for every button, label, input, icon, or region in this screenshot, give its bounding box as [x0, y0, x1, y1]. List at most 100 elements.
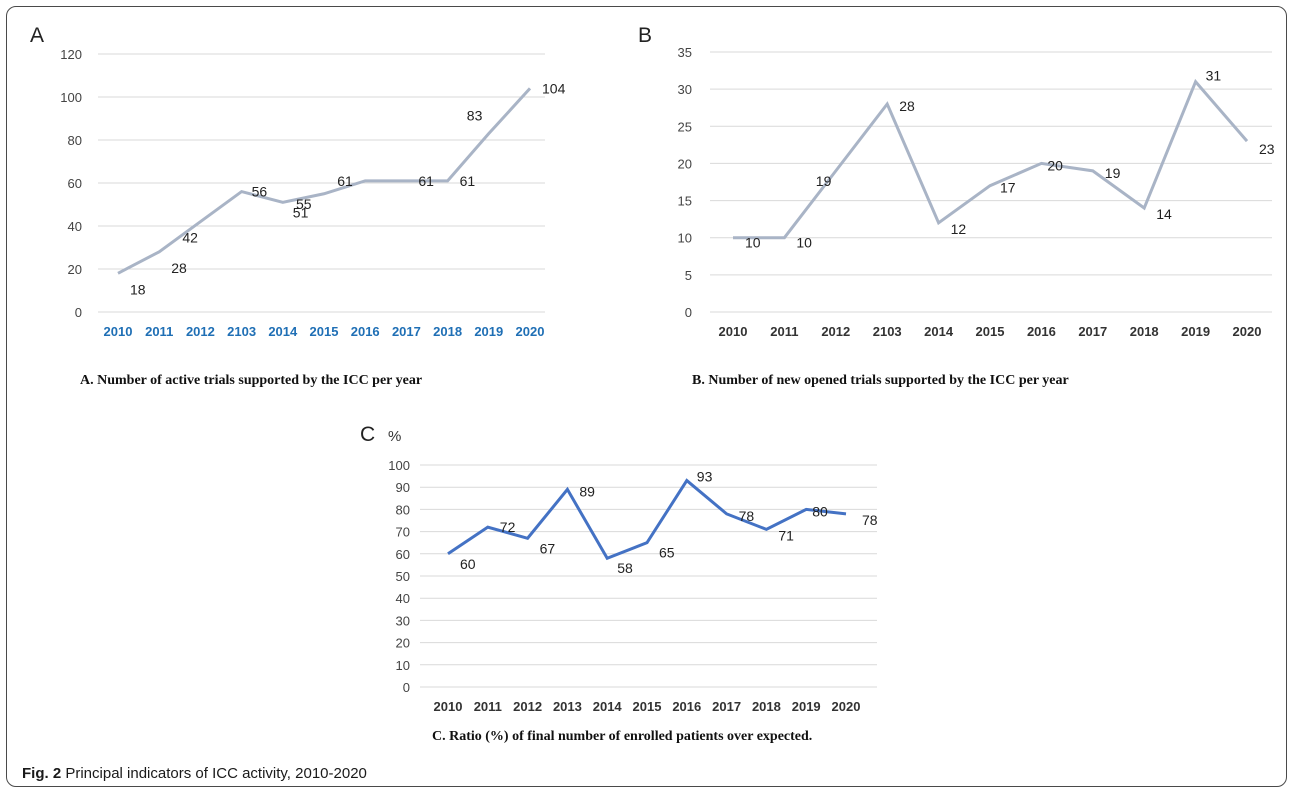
y-tick-label: 5: [685, 268, 692, 283]
y-tick-label: 60: [396, 547, 410, 562]
y-tick-label: 20: [678, 156, 692, 171]
data-label: 28: [171, 260, 187, 276]
data-label: 58: [617, 560, 633, 576]
x-tick-label: 2010: [434, 699, 463, 714]
data-label: 61: [460, 173, 476, 189]
data-label: 12: [951, 221, 967, 237]
data-label: 72: [500, 519, 516, 535]
panel-a-letter: A: [30, 24, 44, 47]
x-tick-label: 2010: [719, 324, 748, 339]
x-tick-label: 2014: [268, 324, 298, 339]
x-tick-label: 2020: [516, 324, 545, 339]
y-tick-label: 40: [68, 219, 82, 234]
y-tick-label: 10: [678, 231, 692, 246]
data-label: 18: [130, 281, 146, 297]
series-line: [733, 78, 1249, 240]
panel-a: A 0 20 40 60 80 100 120 2010 2011 2012 2103 2014 201…: [30, 24, 566, 388]
data-label: 51: [293, 204, 309, 220]
y-tick-label: 0: [403, 680, 410, 695]
y-tick-label: 40: [396, 591, 410, 606]
x-tick-label: 2014: [593, 699, 623, 714]
panel-a-plot: 0 20 40 60 80 100 120 2010 2011 2012 2103 2014 2015 2…: [60, 47, 565, 339]
data-label: 93: [697, 469, 713, 485]
x-tick-label: 2015: [633, 699, 662, 714]
data-label: 20: [1047, 157, 1063, 173]
data-label: 28: [899, 98, 915, 114]
data-label: 83: [467, 108, 483, 124]
data-label: 10: [796, 235, 812, 251]
x-tick-label: 2016: [1027, 324, 1056, 339]
data-label: 61: [337, 173, 353, 189]
data-label: 19: [1105, 165, 1121, 181]
data-label: 55: [296, 196, 312, 212]
data-label: 19: [816, 173, 832, 189]
y-tick-label: 20: [68, 262, 82, 277]
x-tick-label: 2016: [672, 699, 701, 714]
x-tick-label: 2016: [351, 324, 380, 339]
series-line: [447, 478, 847, 561]
x-tick-label: 2018: [1130, 324, 1159, 339]
y-tick-label: 30: [678, 82, 692, 97]
y-tick-label: 30: [396, 613, 410, 628]
x-tick-label: 2012: [821, 324, 850, 339]
data-label: 80: [812, 503, 828, 519]
panel-c-title: C. Ratio (%) of final number of enrolled…: [432, 729, 812, 744]
y-tick-label: 10: [396, 658, 410, 673]
panel-b-letter: B: [638, 24, 652, 47]
x-tick-label: 2103: [227, 324, 256, 339]
x-tick-label: 2015: [310, 324, 339, 339]
y-tick-label: 20: [396, 636, 410, 651]
x-tick-label: 2014: [924, 324, 954, 339]
y-tick-label: 35: [678, 45, 692, 60]
data-label: 42: [182, 230, 198, 246]
data-label: 10: [745, 235, 761, 251]
data-label: 89: [579, 483, 595, 499]
panel-c-letter: C: [360, 423, 375, 446]
series-line: [117, 87, 532, 275]
y-tick-label: 80: [68, 133, 82, 148]
panel-c: C % 0 10 20 30 40 50 60 70 80 90 100 2010 2011 2012 20…: [360, 423, 878, 744]
data-label: 14: [1156, 206, 1172, 222]
x-tick-label: 2011: [145, 324, 173, 339]
x-tick-label: 2019: [474, 324, 503, 339]
caption-text: Principal indicators of ICC activity, 20…: [65, 765, 367, 782]
data-label: 61: [418, 173, 434, 189]
x-tick-label: 2018: [433, 324, 462, 339]
y-tick-label: 25: [678, 119, 692, 134]
y-tick-label: 120: [60, 47, 82, 62]
y-tick-label: 50: [396, 569, 410, 584]
x-tick-label: 2012: [513, 699, 542, 714]
x-tick-label: 2019: [1181, 324, 1210, 339]
y-tick-label: 90: [396, 480, 410, 495]
data-label: 31: [1206, 68, 1222, 84]
x-tick-label: 2020: [1233, 324, 1262, 339]
figure-caption: Fig. 2 Principal indicators of ICC activ…: [22, 765, 367, 782]
data-label: 56: [252, 184, 268, 200]
y-tick-label: 100: [388, 458, 410, 473]
x-tick-label: 2103: [873, 324, 902, 339]
y-tick-label: 0: [75, 305, 82, 320]
y-tick-label: 15: [678, 194, 692, 209]
data-label: 65: [659, 545, 675, 561]
x-tick-label: 2013: [553, 699, 582, 714]
x-tick-label: 2010: [104, 324, 133, 339]
data-label: 67: [540, 540, 556, 556]
panel-b-title: B. Number of new opened trials supported…: [692, 373, 1069, 388]
y-tick-label: 0: [685, 305, 692, 320]
panel-c-plot: 0 10 20 30 40 50 60 70 80 90 100 2010 2011 2012 2013 20…: [388, 458, 877, 714]
y-tick-label: 80: [396, 502, 410, 517]
x-tick-label: 2020: [832, 699, 861, 714]
data-label: 71: [778, 527, 794, 543]
data-label: 104: [542, 80, 566, 96]
panel-a-title: A. Number of active trials supported by …: [80, 373, 422, 388]
y-tick-label: 60: [68, 176, 82, 191]
x-tick-label: 2017: [1078, 324, 1107, 339]
y-tick-label: 70: [396, 525, 410, 540]
data-label: 60: [460, 556, 476, 572]
x-tick-label: 2015: [976, 324, 1005, 339]
y-tick-label: 100: [60, 90, 82, 105]
x-tick-label: 2012: [186, 324, 215, 339]
data-label: 78: [862, 512, 878, 528]
